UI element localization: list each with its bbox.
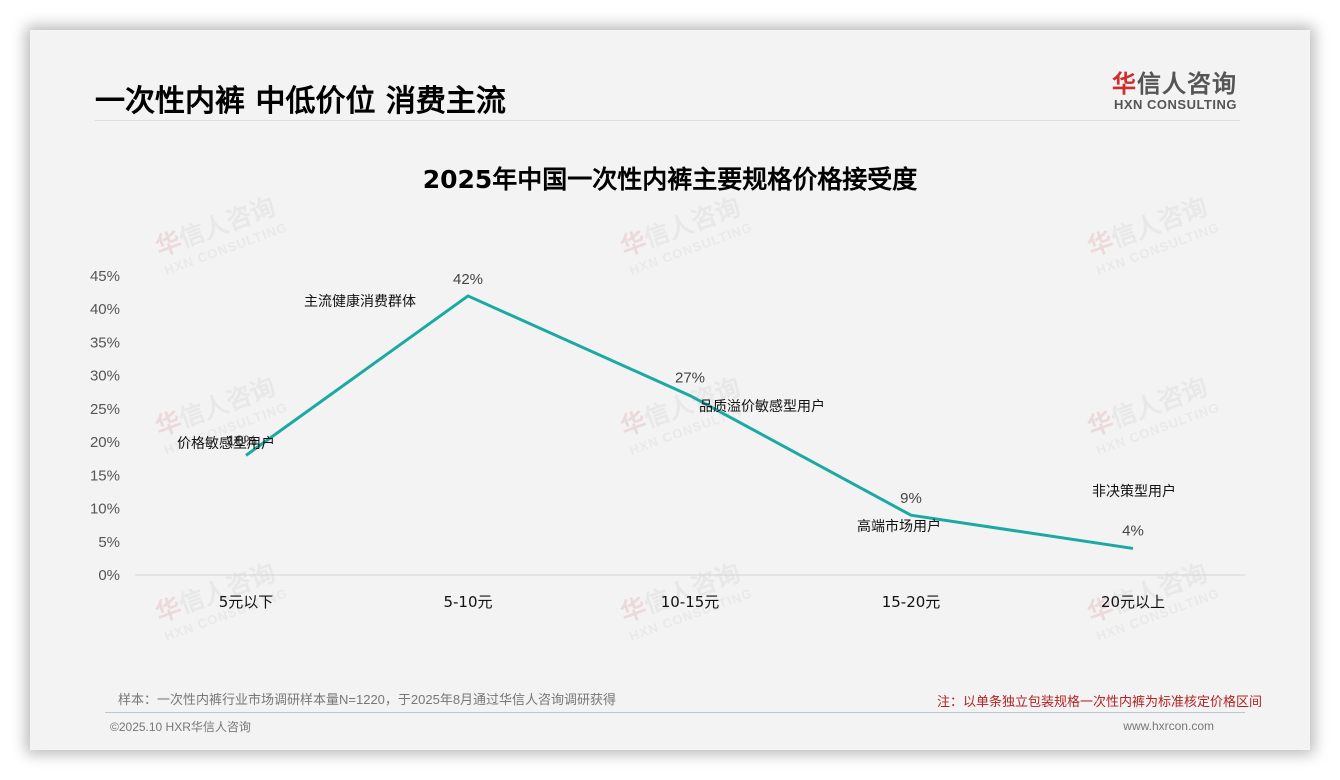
chart-title: 2025年中国一次性内裤主要规格价格接受度 bbox=[422, 165, 918, 194]
x-tick-label: 15-20元 bbox=[882, 593, 941, 611]
title-divider bbox=[95, 120, 1240, 121]
segment-annotation: 价格敏感型用户 bbox=[177, 435, 275, 452]
sample-note: 样本：一次性内裤行业市场调研样本量N=1220，于2025年8月通过华信人咨询调… bbox=[118, 692, 617, 707]
x-tick-label: 20元以上 bbox=[1101, 593, 1165, 611]
company-logo: 华信人咨询 HXN CONSULTING bbox=[1112, 64, 1237, 112]
line-chart: 0% 5% 10% 15% 20% 25% 30% 35% 40% 45% 5元以下 5-10元 10-… bbox=[90, 268, 1245, 611]
y-tick-label: 45% bbox=[90, 268, 120, 285]
segment-annotation: 品质溢价敏感型用户 bbox=[699, 398, 825, 415]
x-tick-label: 5元以下 bbox=[219, 593, 274, 611]
y-tick-label: 0% bbox=[98, 567, 120, 584]
data-line bbox=[245, 294, 1134, 550]
footer-divider bbox=[105, 712, 1245, 713]
segment-annotation: 非决策型用户 bbox=[1092, 483, 1176, 500]
x-tick-label: 5-10元 bbox=[443, 593, 492, 611]
logo-text-en: HXN CONSULTING bbox=[1113, 97, 1237, 112]
data-label: 18% bbox=[227, 432, 257, 449]
slide: 一次性内裤 中低价位 消费主流 华信人咨询 HXN CONSULTING 华信人… bbox=[30, 30, 1310, 750]
logo-text-cn: 华信人咨询 bbox=[1112, 70, 1237, 98]
page-title: 一次性内裤 中低价位 消费主流 bbox=[95, 84, 506, 119]
y-tick-label: 10% bbox=[90, 501, 120, 518]
y-tick-label: 15% bbox=[90, 467, 120, 484]
y-tick-label: 40% bbox=[90, 301, 120, 318]
data-label: 42% bbox=[453, 271, 483, 288]
y-tick-label: 25% bbox=[90, 401, 120, 418]
y-tick-label: 30% bbox=[90, 368, 120, 385]
y-tick-label: 20% bbox=[90, 434, 120, 451]
data-label: 27% bbox=[675, 370, 705, 387]
website-link: www.hxrcon.com bbox=[1123, 719, 1214, 733]
y-tick-label: 35% bbox=[90, 334, 120, 351]
y-tick-label: 5% bbox=[98, 534, 120, 551]
x-tick-label: 10-15元 bbox=[661, 593, 720, 611]
data-label: 9% bbox=[900, 490, 922, 507]
segment-annotation: 主流健康消费群体 bbox=[304, 293, 416, 310]
segment-annotation: 高端市场用户 bbox=[857, 518, 941, 535]
copyright: ©2025.10 HXR华信人咨询 bbox=[110, 720, 251, 734]
data-label: 4% bbox=[1122, 522, 1144, 539]
methodology-note: 注：以单条独立包装规格一次性内裤为标准核定价格区间 bbox=[936, 694, 1262, 709]
